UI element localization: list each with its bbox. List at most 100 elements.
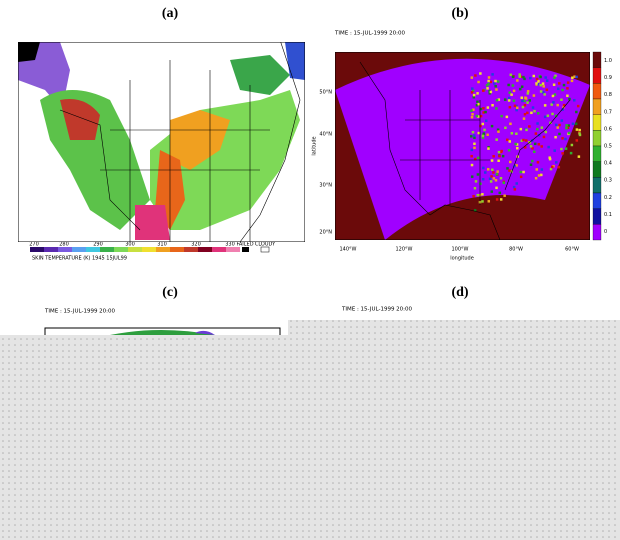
land-cover-pixel (526, 90, 530, 93)
colorbar-label: 310 (157, 242, 167, 248)
land-cover-pixel (540, 126, 544, 129)
land-cover-pixel (524, 96, 527, 99)
land-cover-pixel (528, 76, 532, 80)
land-cover-pixel (513, 164, 516, 168)
land-cover-pixel (492, 155, 495, 158)
land-cover-pixel (481, 122, 485, 126)
colorbar-label: 0.3 (604, 178, 612, 184)
land-cover-pixel (528, 99, 531, 102)
land-cover-pixel (520, 85, 524, 88)
land-cover-pixel (499, 198, 503, 201)
land-cover-pixel (487, 83, 490, 86)
land-cover-pixel (511, 84, 515, 87)
land-cover-pixel (519, 175, 523, 179)
colorbar-swatch (242, 247, 249, 252)
colorbar-label: 300 (125, 242, 135, 248)
time-label: TIME : 15-JUL-1999 20:00 (341, 307, 413, 313)
land-cover-pixel (493, 82, 496, 85)
land-cover-pixel (543, 115, 547, 119)
land-cover-pixel (544, 76, 547, 79)
land-cover-pixel (520, 139, 524, 142)
land-cover-pixel (569, 151, 573, 155)
land-cover-pixel (521, 105, 525, 109)
land-cover-pixel (557, 165, 561, 169)
land-cover-pixel (526, 101, 529, 104)
time-label: TIME : 15-JUL-1999 20:00 (44, 309, 116, 315)
land-cover-pixel (473, 157, 477, 161)
land-cover-pixel (489, 90, 493, 94)
land-cover-pixel (507, 83, 510, 87)
colorbar-swatch (58, 247, 72, 252)
land-cover-pixel (490, 159, 494, 162)
land-cover-pixel (552, 101, 555, 104)
colorbar-a: 270 280 290 300 310 320 330 FAILED CLOUDY SKIN TE… (29, 242, 276, 262)
x-tick-label: 100°W (452, 247, 469, 253)
land-cover-pixel (476, 193, 479, 197)
land-cover-pixel (499, 150, 503, 154)
land-cover-pixel (474, 180, 478, 183)
land-cover-pixel (516, 106, 519, 110)
land-cover-pixel (578, 132, 581, 135)
land-cover-pixel (519, 170, 523, 174)
land-cover-pixel (486, 133, 489, 136)
x-tick-label: 140°W (340, 247, 357, 253)
placeholder-region (0, 320, 620, 540)
land-cover-pixel (491, 104, 494, 107)
colorbar-swatch (114, 247, 128, 252)
land-cover-pixel (567, 124, 570, 127)
land-cover-pixel (499, 176, 503, 180)
land-cover-pixel (473, 142, 476, 146)
colorbar-swatch (592, 161, 602, 178)
land-cover-pixel (508, 169, 511, 172)
land-cover-pixel (495, 107, 498, 110)
land-cover-pixel (476, 156, 480, 160)
land-cover-pixel (476, 173, 480, 176)
land-cover-pixel (551, 112, 554, 116)
land-cover-pixel (487, 200, 491, 203)
land-cover-pixel (479, 72, 482, 75)
land-cover-pixel (535, 168, 539, 171)
land-cover-pixel (556, 87, 560, 91)
land-cover-pixel (556, 103, 559, 107)
land-cover-pixel (543, 104, 547, 107)
land-cover-pixel (488, 92, 492, 95)
land-cover-pixel (491, 73, 494, 76)
land-cover-pixel (522, 138, 525, 142)
colorbar-swatch (170, 247, 184, 252)
colorbar-label: 0.4 (604, 161, 612, 167)
land-cover-pixel (540, 168, 544, 171)
land-cover-pixel (472, 194, 475, 198)
land-cover-pixel (515, 104, 518, 108)
land-cover-pixel (523, 146, 527, 149)
land-cover-pixel (523, 103, 527, 107)
y-tick-label: 20°N (319, 230, 332, 236)
land-cover-pixel (536, 127, 539, 131)
x-axis-title: longitude (450, 256, 474, 262)
land-cover-pixel (470, 163, 474, 167)
land-cover-pixel (507, 148, 511, 152)
land-cover-pixel (490, 175, 493, 178)
colorbar-swatch (592, 51, 602, 68)
land-cover-pixel (485, 84, 489, 87)
land-cover-pixel (497, 159, 500, 162)
colorbar-swatch (128, 247, 142, 252)
land-cover-pixel (477, 131, 481, 135)
colorbar-swatch (30, 247, 44, 252)
y-tick-label: 50°N (319, 90, 332, 96)
land-cover-pixel (487, 147, 490, 150)
y-tick-label: 30°N (319, 183, 332, 189)
land-cover-pixel (523, 77, 526, 81)
land-cover-pixel (554, 135, 557, 139)
land-cover-pixel (546, 114, 550, 118)
land-cover-pixel (472, 108, 475, 111)
colorbar-label: 0.7 (604, 109, 612, 115)
land-cover-pixel (561, 137, 564, 140)
land-cover-pixel (545, 88, 549, 92)
land-cover-pixel (516, 146, 519, 150)
colorbar-label: 0.9 (604, 75, 612, 81)
land-cover-pixel (516, 79, 519, 82)
land-cover-pixel (506, 138, 509, 142)
land-cover-pixel (577, 155, 581, 158)
colorbar-label: 0.8 (604, 92, 612, 98)
colorbar-swatch (592, 67, 602, 84)
